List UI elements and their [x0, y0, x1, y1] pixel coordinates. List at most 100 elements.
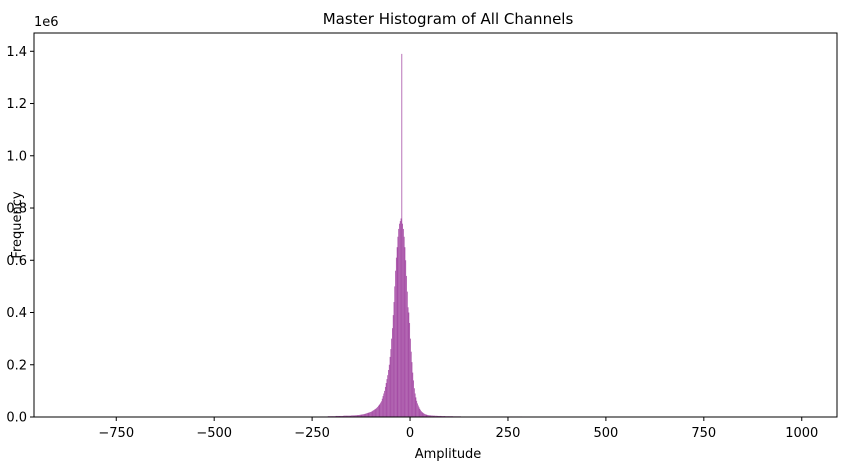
- histogram-bar: [376, 407, 378, 417]
- histogram-bar: [374, 409, 376, 417]
- histogram-bar: [369, 412, 371, 417]
- histogram-bar: [361, 414, 363, 417]
- histogram-bar: [339, 415, 341, 417]
- y-tick-label: 0.4: [6, 306, 27, 321]
- histogram-bar: [402, 223, 403, 417]
- histogram-bar: [363, 414, 364, 417]
- histogram-bar: [406, 275, 407, 417]
- histogram-bar: [359, 414, 360, 417]
- histogram-bar: [344, 415, 346, 417]
- histogram-bar: [436, 415, 438, 417]
- histogram-bar: [437, 415, 439, 417]
- histogram-bar: [399, 221, 401, 417]
- histogram-bar: [379, 403, 381, 417]
- histogram-bar: [351, 415, 353, 417]
- histogram-bar: [418, 407, 420, 417]
- histogram-bar: [408, 312, 410, 417]
- x-tick-label: 1000: [785, 426, 818, 441]
- x-tick-label: 250: [496, 426, 521, 441]
- y-tick-label: 0.6: [6, 254, 27, 269]
- histogram-bar: [352, 415, 354, 417]
- histogram-bar: [425, 414, 427, 417]
- histogram-bar: [401, 53, 403, 418]
- histogram-bar: [384, 386, 386, 417]
- histogram-bar: [385, 383, 387, 417]
- x-tick-label: 750: [691, 426, 716, 441]
- histogram-bar: [422, 412, 424, 417]
- histogram-bar: [375, 408, 377, 417]
- histogram-bar: [367, 412, 369, 417]
- histogram-bar: [392, 328, 393, 417]
- x-tick-label: −500: [196, 426, 232, 441]
- histogram-bar: [424, 414, 426, 417]
- y-offset-text: 1e6: [34, 15, 59, 30]
- histogram-bar: [372, 410, 374, 417]
- histogram-bar: [428, 415, 430, 417]
- histogram-bar: [390, 349, 392, 417]
- histogram-bar: [440, 415, 442, 417]
- histogram-bar: [373, 410, 375, 417]
- histogram-bar: [413, 388, 415, 417]
- histogram-bar: [341, 415, 342, 417]
- histogram-bar: [415, 397, 417, 417]
- histogram-bar: [354, 415, 356, 417]
- y-axis-label: Frequency: [10, 191, 25, 258]
- histogram-bar: [428, 415, 429, 417]
- histogram-bar: [410, 351, 412, 417]
- histogram-bar: [424, 413, 425, 417]
- histogram-bar: [381, 401, 382, 417]
- histogram-bar: [438, 415, 440, 417]
- histogram-bar: [394, 286, 396, 417]
- histogram-bar: [439, 415, 440, 417]
- histogram-bar: [414, 393, 416, 417]
- histogram-bar: [392, 315, 394, 417]
- histogram-bar: [348, 415, 349, 417]
- histogram-bar: [370, 411, 372, 417]
- y-tick-label: 0.8: [6, 202, 27, 217]
- histogram-bar: [432, 415, 434, 417]
- histogram-bar: [337, 415, 339, 417]
- y-tick-label: 0.2: [6, 358, 27, 373]
- histogram-bar: [391, 338, 393, 417]
- histogram-bar: [358, 415, 360, 417]
- chart-title: Master Histogram of All Channels: [323, 10, 574, 28]
- histogram-bar: [389, 356, 391, 417]
- histogram-bar: [417, 405, 419, 417]
- histogram-bar: [364, 413, 366, 417]
- histogram-bar: [348, 415, 350, 417]
- histogram-bar: [435, 415, 436, 417]
- histogram-bar: [380, 402, 382, 417]
- histogram-bar: [355, 415, 356, 417]
- histogram-bar: [431, 415, 433, 417]
- histogram-bar: [347, 415, 349, 417]
- histogram-bar: [359, 414, 361, 417]
- histogram-bar: [419, 408, 421, 417]
- histogram-bar: [421, 412, 423, 417]
- histogram-bar: [378, 404, 380, 417]
- histogram-bar: [409, 322, 411, 417]
- histogram-bar: [363, 414, 365, 417]
- histogram-bar: [393, 302, 395, 417]
- histogram-bar: [400, 218, 402, 417]
- histogram-bar: [341, 415, 343, 417]
- histogram-bar: [397, 236, 399, 417]
- x-tick-label: −250: [294, 426, 330, 441]
- histogram-bar: [356, 415, 358, 417]
- histogram-bar: [349, 415, 351, 417]
- histogram-bar: [429, 415, 431, 417]
- histogram-bar: [362, 414, 364, 417]
- histogram-bar: [368, 412, 370, 417]
- histogram-bar: [338, 415, 340, 417]
- histogram-bar: [382, 396, 384, 417]
- histogram-bar: [413, 380, 414, 417]
- histogram-bar: [435, 415, 437, 417]
- histogram-bar: [410, 338, 411, 417]
- histogram-bar: [431, 415, 432, 417]
- histogram-bar: [377, 407, 378, 417]
- x-axis-ticks: −750 −500 −250 0 250 500 750 1000: [98, 417, 818, 441]
- histogram-bar: [421, 411, 422, 417]
- histogram-bar: [340, 415, 342, 417]
- y-tick-label: 1.2: [6, 97, 27, 112]
- histogram-bar: [346, 415, 348, 417]
